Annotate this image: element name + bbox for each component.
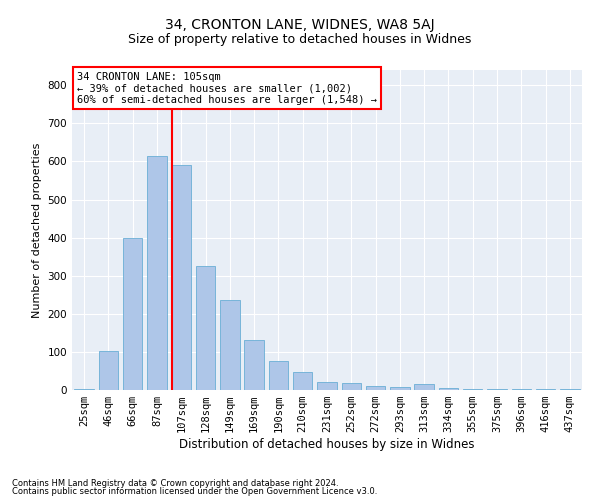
Bar [512,389,531,390]
Bar [560,389,580,390]
Bar [147,156,167,390]
Text: 34, CRONTON LANE, WIDNES, WA8 5AJ: 34, CRONTON LANE, WIDNES, WA8 5AJ [165,18,435,32]
Text: 34 CRONTON LANE: 105sqm
← 39% of detached houses are smaller (1,002)
60% of semi: 34 CRONTON LANE: 105sqm ← 39% of detache… [77,72,377,105]
Bar [74,389,94,390]
Bar [172,165,191,390]
Bar [487,389,507,390]
Bar [269,362,288,390]
Bar [244,340,264,390]
X-axis label: Distribution of detached houses by size in Widnes: Distribution of detached houses by size … [179,438,475,451]
Bar [220,300,239,390]
Bar [99,351,118,390]
Bar [415,384,434,390]
Bar [463,389,482,390]
Bar [196,266,215,390]
Bar [317,382,337,390]
Bar [293,372,313,390]
Bar [366,386,385,390]
Bar [123,238,142,390]
Bar [390,388,410,390]
Bar [341,383,361,390]
Text: Contains HM Land Registry data © Crown copyright and database right 2024.: Contains HM Land Registry data © Crown c… [12,478,338,488]
Text: Contains public sector information licensed under the Open Government Licence v3: Contains public sector information licen… [12,487,377,496]
Bar [536,389,555,390]
Y-axis label: Number of detached properties: Number of detached properties [32,142,42,318]
Text: Size of property relative to detached houses in Widnes: Size of property relative to detached ho… [128,32,472,46]
Bar [439,388,458,390]
